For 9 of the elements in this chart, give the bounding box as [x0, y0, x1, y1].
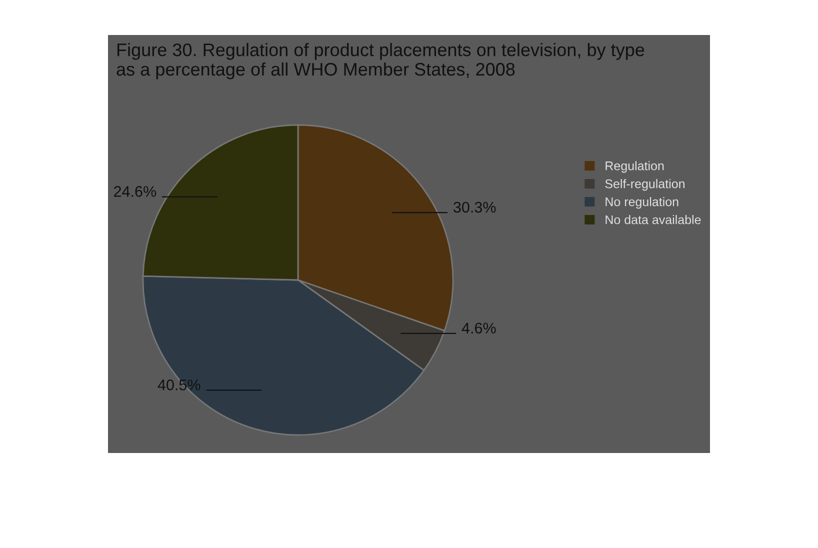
data-label: 30.3% — [454, 202, 496, 213]
legend-label: Regulation — [606, 161, 664, 173]
data-label: 4.6% — [462, 322, 496, 334]
legend-label: No data available — [606, 215, 701, 224]
data-label: 40.5% — [158, 380, 200, 390]
data-label: 24.6% — [114, 186, 156, 197]
legend-label: Self-regulation — [605, 179, 684, 191]
legend-label: No regulation — [606, 197, 678, 209]
chart-title: Figure 30. Regulation of product placements on television, by type as a percentage of all WHO Member States, 2008 — [116, 43, 644, 80]
